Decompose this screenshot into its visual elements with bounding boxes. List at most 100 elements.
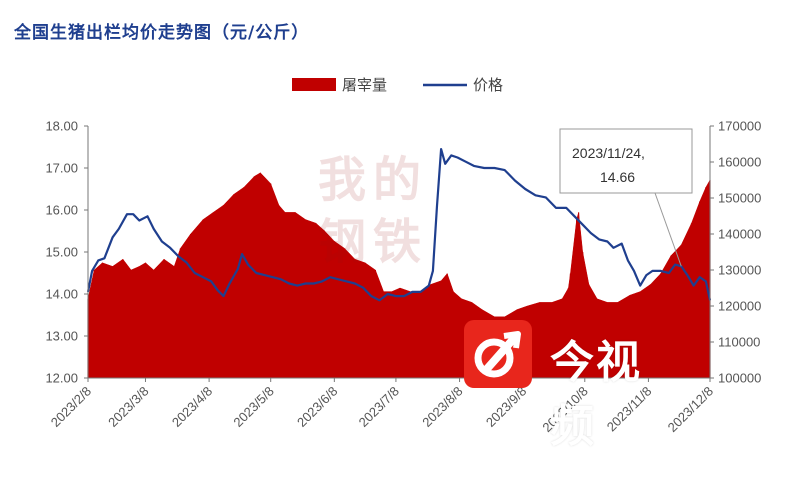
y-right-tick-label: 140000 (718, 227, 761, 242)
bars-layer (87, 172, 711, 379)
video-logo-icon (464, 320, 532, 388)
bar-point-55 (582, 252, 584, 378)
bar-point-40 (452, 291, 454, 378)
chart-title: 全国生猪出栏均价走势图（元/公斤） (14, 23, 310, 43)
bar-point-13 (202, 219, 204, 378)
bar-point-12 (190, 234, 192, 378)
legend: 屠宰量 价格 (292, 76, 503, 94)
y-right-tick-label: 130000 (718, 263, 761, 278)
bar-point-64 (670, 255, 672, 378)
bar-point-57 (596, 298, 598, 378)
bar-point-59 (617, 302, 619, 378)
x-tick-label: 2023/6/8 (294, 384, 340, 430)
bar-point-50 (561, 298, 563, 378)
bar-point-2 (101, 262, 103, 378)
bar-point-37 (430, 284, 432, 378)
annotation-leader (654, 192, 682, 267)
bar-point-28 (344, 248, 346, 378)
bar-point-60 (629, 295, 631, 378)
watermark-char-1: 我 (318, 152, 367, 208)
x-tick-label: 2023/7/8 (356, 384, 402, 430)
bar-point-4 (122, 259, 124, 378)
legend-swatch-bar (292, 78, 336, 91)
x-tick-label: 2023/2/8 (48, 384, 94, 430)
annotation-line-1: 14.66 (600, 169, 635, 185)
y-right-tick-label: 120000 (718, 299, 761, 314)
bar-point-53 (576, 219, 578, 378)
watermark-char-4: 铁 (373, 214, 422, 270)
bar-point-49 (551, 302, 553, 378)
legend-label-line: 价格 (473, 76, 503, 94)
watermark: 我 的 钢 铁 (318, 140, 428, 280)
annotation-layer: 2023/11/24, 14.66 (559, 128, 693, 267)
x-tick-label: 2023/4/8 (169, 384, 215, 430)
bar-point-22 (284, 212, 286, 378)
bar-point-63 (660, 273, 662, 378)
annotation-box (559, 128, 693, 194)
y-left-tick-label: 12.00 (45, 371, 78, 386)
annotation-line-0: 2023/11/24, (572, 145, 645, 161)
y-left-tick-label: 18.00 (45, 119, 78, 134)
bar-point-41 (461, 298, 463, 378)
bar-point-20 (270, 183, 272, 378)
bar-point-29 (354, 259, 356, 378)
bar-point-27 (333, 241, 335, 378)
bar-point-8 (153, 270, 155, 378)
bar-point-58 (606, 302, 608, 378)
bar-point-65 (680, 244, 682, 378)
bar-point-33 (391, 291, 393, 378)
bar-point-36 (420, 291, 422, 378)
bar-point-23 (294, 212, 296, 378)
bar-point-17 (243, 187, 245, 378)
y-right-tick-label: 160000 (718, 155, 761, 170)
bar-point-48 (539, 302, 541, 378)
x-tick-label: 2023/5/8 (230, 384, 276, 430)
bar-point-16 (233, 194, 235, 378)
bar-point-30 (364, 262, 366, 378)
bar-point-25 (315, 223, 317, 378)
bar-point-54 (578, 212, 580, 378)
bar-point-9 (163, 259, 165, 378)
bar-point-61 (639, 291, 641, 378)
bar-point-56 (588, 284, 590, 378)
legend-label-bar: 屠宰量 (342, 76, 387, 94)
bar-point-18 (253, 176, 255, 378)
bar-point-66 (690, 223, 693, 378)
bar-point-21 (278, 205, 280, 378)
bar-point-52 (569, 273, 571, 378)
line-layer (86, 148, 712, 302)
x-tick-label: 2023/9/8 (483, 384, 529, 430)
bar-point-35 (409, 291, 411, 378)
watermark-char-2: 的 (373, 152, 422, 208)
bar-point-34 (399, 288, 401, 378)
bar-point-14 (212, 212, 214, 378)
bar-point-19 (259, 172, 261, 378)
y-left-tick-label: 14.00 (45, 287, 78, 302)
bar-point-39 (446, 273, 448, 378)
bar-point-10 (173, 266, 175, 378)
y-right-tick-label: 170000 (718, 119, 761, 134)
y-left-tick-label: 15.00 (45, 245, 78, 260)
bar-point-15 (222, 205, 225, 378)
x-tick-label: 2023/8/8 (419, 384, 465, 430)
bar-point-26 (323, 230, 325, 378)
bar-point-31 (374, 270, 376, 378)
y-left-tick-label: 13.00 (45, 329, 78, 344)
y-right-tick-label: 100000 (718, 371, 761, 386)
bar-point-67 (699, 201, 701, 378)
bar-point-5 (130, 270, 132, 378)
y-left-tick-label: 17.00 (45, 161, 78, 176)
bar-point-7 (144, 262, 147, 378)
bar-point-6 (138, 266, 140, 378)
y-right-tick-label: 110000 (718, 335, 760, 350)
y-right-tick-label: 150000 (718, 191, 761, 206)
bar-point-32 (383, 291, 385, 378)
bar-point-3 (112, 266, 114, 378)
y-left-tick-label: 16.00 (45, 203, 78, 218)
bar-point-62 (649, 284, 652, 378)
watermark-char-3: 钢 (318, 214, 367, 270)
video-logo[interactable]: 今视频 (464, 320, 679, 452)
x-tick-label: 2023/3/8 (105, 384, 151, 430)
video-logo-text: 今视频 (550, 337, 642, 452)
